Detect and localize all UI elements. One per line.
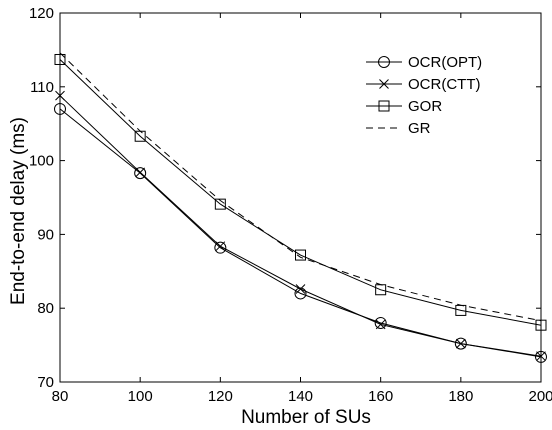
x-axis-ticks: 80 100 120 140 160 180 200 [52,13,552,405]
x-tick-label: 120 [208,388,233,405]
data-point-ocr-opt [374,316,387,329]
data-point-gor [214,198,226,210]
legend-marker-ocr-ctt [379,79,389,89]
x-tick-label: 160 [368,388,393,405]
data-point-ocr-ctt [55,90,65,101]
x-tick-label: 140 [288,388,313,405]
data-point-ocr-ctt [536,351,546,362]
data-point-gor [535,319,547,331]
x-tick-label: 200 [528,388,552,405]
y-tick-label: 70 [37,374,54,391]
data-point-ocr-ctt [295,284,306,294]
x-axis-title: Number of SUs [241,407,371,428]
data-point-ocr-ctt [215,241,226,252]
series-layer [54,52,547,363]
y-tick-label: 90 [37,226,54,243]
x-tick-label: 80 [52,388,69,405]
data-point-ocr-ctt [135,167,146,178]
legend-box [361,40,533,146]
series-gr [59,52,542,322]
series-line-gor [59,59,542,326]
series-line-gr [59,52,542,322]
data-point-ocr-opt [214,241,227,254]
data-point-ocr-opt [454,337,467,350]
series-ocr-ctt [55,90,546,362]
y-tick-label: 120 [29,5,54,22]
y-axis-title: End-to-end delay (ms) [8,117,29,305]
legend-marker-ocr-opt [378,56,390,68]
y-tick-label: 80 [37,300,54,317]
data-point-ocr-ctt [375,319,386,330]
legend-marker-gor [378,100,390,112]
legend-label-ocr-ctt: OCR(CTT) [408,76,480,93]
legend-label-gor: GOR [408,98,442,115]
legend: OCR(OPT) OCR(CTT) GOR GR [361,40,533,146]
data-point-ocr-opt [134,167,147,180]
x-tick-label: 100 [128,388,153,405]
data-point-ocr-ctt [455,338,466,349]
data-point-ocr-opt [54,102,66,115]
legend-label-gr: GR [408,120,431,137]
data-point-gor [295,249,306,261]
y-axis-ticks: 70 80 90 100 110 120 [29,5,541,391]
legend-label-ocr-opt: OCR(OPT) [408,54,482,71]
data-point-ocr-opt [294,287,307,300]
y-tick-label: 100 [29,153,54,170]
x-tick-label: 180 [448,388,473,405]
data-point-ocr-opt [535,350,547,363]
y-tick-label: 110 [30,79,54,96]
series-gor [54,53,547,331]
series-line-ocr-opt [59,108,542,358]
data-point-gor [54,53,66,65]
